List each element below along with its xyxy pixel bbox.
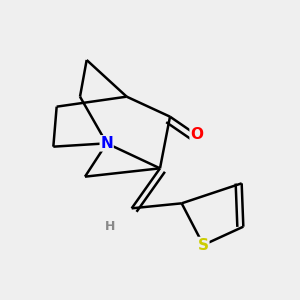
Text: O: O — [190, 128, 203, 142]
Text: S: S — [198, 238, 209, 253]
Text: H: H — [105, 220, 115, 233]
Text: N: N — [100, 136, 113, 151]
